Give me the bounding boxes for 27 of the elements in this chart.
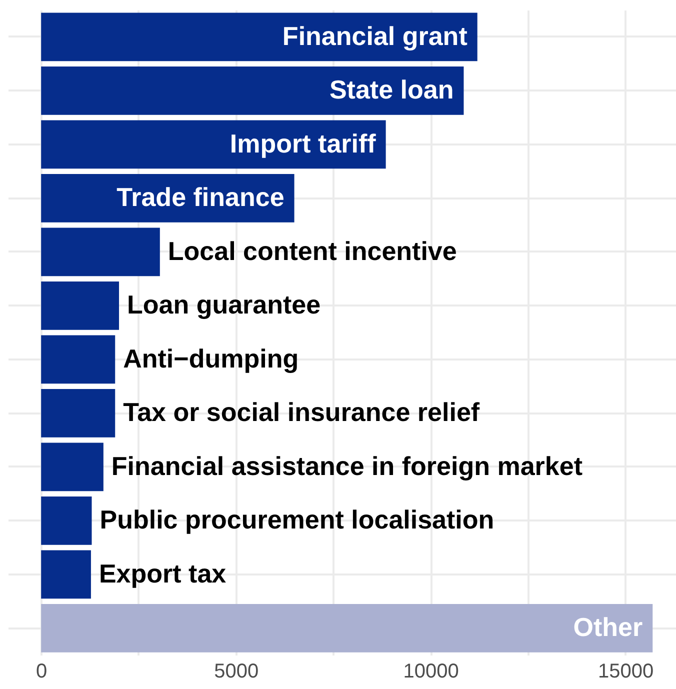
y-tick-label: Financial grant	[282, 20, 468, 51]
bar	[41, 496, 92, 545]
y-tick-label: Import tariff	[230, 128, 376, 158]
y-tick-label: Tax or social insurance relief	[123, 397, 480, 428]
x-tick-label: 10000	[403, 660, 459, 682]
y-tick-label: Export tax	[98, 558, 227, 588]
y-tick-label: Trade finance	[116, 182, 284, 212]
y-tick-label: Anti−dumping	[123, 343, 299, 374]
y-tick-label: Local content incentive	[168, 236, 457, 266]
bar	[41, 335, 116, 384]
bar	[41, 66, 464, 115]
x-tick-label: 0	[36, 660, 48, 682]
y-tick-label: State loan	[329, 74, 454, 105]
x-tick-label: 15000	[598, 660, 654, 682]
bar	[41, 388, 116, 438]
y-tick-label: Loan guarantee	[127, 290, 321, 320]
bar	[41, 228, 160, 276]
y-tick-label: Public procurement localisation	[100, 504, 494, 535]
bar	[41, 281, 120, 330]
bar	[41, 12, 478, 62]
y-tick-label: Financial assistance in foreign market	[111, 450, 583, 481]
bar	[41, 442, 104, 492]
x-tick-label: 5000	[214, 660, 259, 682]
y-tick-label: Other	[573, 612, 643, 642]
bar	[41, 120, 386, 169]
bar	[41, 604, 653, 652]
bar	[41, 550, 91, 599]
